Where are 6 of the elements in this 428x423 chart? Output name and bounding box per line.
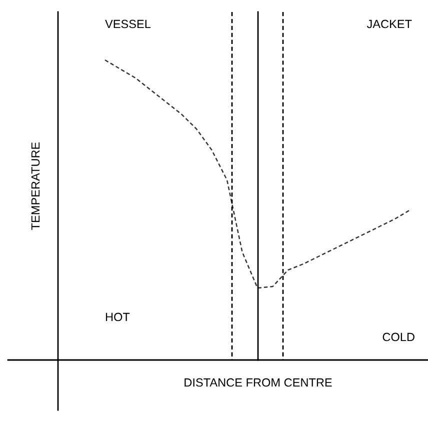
annotation: HOT	[106, 312, 130, 322]
annotation: COLD	[382, 332, 414, 342]
text: JACKET	[366, 20, 412, 28]
y-axis-title: TEMPERATURE	[31, 142, 40, 230]
text: VESSEL	[105, 20, 151, 28]
x-axis-title: DISTANCE FROM CENTRE	[184, 378, 332, 387]
